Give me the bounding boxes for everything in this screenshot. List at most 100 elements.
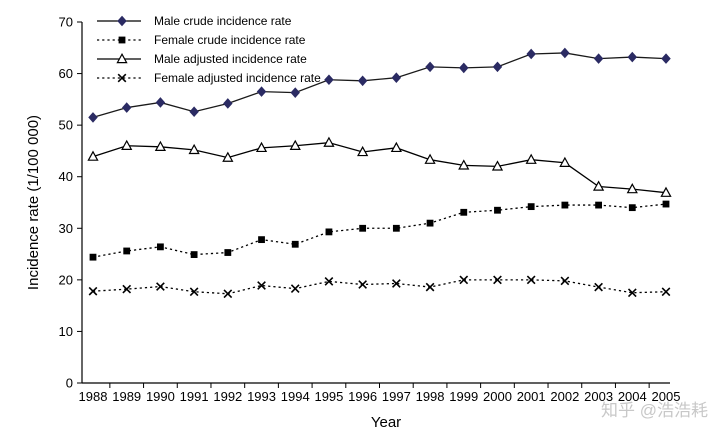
triangle-point (458, 159, 470, 170)
x-point (594, 282, 603, 292)
x-point (88, 286, 98, 296)
square-point (527, 203, 535, 211)
square-point (494, 206, 501, 214)
x-point (223, 289, 233, 299)
x-tick-label: 2004 (618, 389, 647, 404)
square-point (123, 247, 131, 255)
legend-label: Male adjusted incidence rate (154, 52, 307, 66)
watermark-text: 知乎 @浩浩耗 (601, 401, 708, 420)
x-point-stroke (189, 287, 199, 297)
triangle-point (390, 141, 402, 153)
square-point (258, 236, 265, 244)
triangle-point (559, 156, 571, 167)
x-tick-label: 1997 (382, 389, 411, 404)
square-point (325, 228, 333, 236)
triangle-point (222, 151, 234, 162)
diamond-point (492, 61, 503, 73)
x-point-stroke (391, 279, 401, 288)
triangle-point (626, 183, 638, 194)
diamond-point (357, 75, 368, 87)
legend-item: Female crude incidence rate (97, 33, 306, 47)
triangle-point (154, 140, 167, 152)
x-tick-label: 2002 (550, 389, 579, 404)
legend: Male crude incidence rate Female crude in… (97, 14, 321, 85)
triangle-point (323, 136, 335, 147)
diamond-point (117, 15, 127, 27)
y-tick-label: 50 (59, 118, 73, 133)
x-point-stroke (117, 73, 127, 83)
diamond-point (459, 62, 469, 74)
x-point-stroke (290, 284, 300, 293)
square-point (359, 224, 367, 232)
x-tick-label: 1991 (180, 389, 209, 404)
x-point-stroke (425, 282, 435, 292)
x-point-stroke (156, 282, 165, 291)
x-point-stroke (223, 289, 233, 299)
x-point (358, 280, 368, 289)
x-point (122, 284, 132, 294)
x-tick-label: 1990 (146, 389, 175, 404)
diamond-point (290, 87, 300, 98)
axes: 0 10 20 30 40 50 60 70 1988 1989 1990 1991 1992 1993 1… (59, 15, 681, 405)
x-point (493, 275, 502, 285)
series-line (92, 142, 667, 194)
square-point (392, 224, 400, 232)
x-tick-label: 1988 (79, 389, 108, 404)
x-tick-label: 1993 (247, 389, 276, 404)
x-point (526, 275, 536, 285)
diamond-point (391, 72, 402, 83)
x-point (324, 277, 334, 286)
x-tick-label: 1989 (112, 389, 141, 404)
square-point (118, 36, 126, 44)
diamond-point (593, 53, 604, 64)
y-tick-label: 20 (59, 272, 73, 287)
diamond-point (155, 97, 166, 108)
triangle-point (525, 153, 537, 164)
legend-item: Female adjusted incidence rate (97, 71, 321, 85)
triangle-point (660, 186, 672, 197)
series-3 (88, 275, 671, 299)
triangle-point (121, 139, 133, 150)
legend-label: Female adjusted incidence rate (154, 71, 321, 85)
triangle-point (87, 150, 99, 161)
square-point (561, 201, 569, 209)
x-point-stroke (493, 275, 502, 285)
x-point (661, 287, 671, 297)
series-line (92, 203, 667, 258)
x-point-stroke (459, 275, 469, 285)
y-tick-label: 10 (59, 324, 73, 339)
x-tick-label: 2005 (652, 389, 681, 404)
diamond-point (627, 51, 638, 63)
x-point-stroke (122, 284, 132, 294)
square-point (460, 208, 468, 216)
diamond-point (189, 106, 199, 118)
series-line (92, 279, 667, 295)
triangle-point (116, 52, 128, 64)
x-tick-label: 1992 (213, 389, 242, 404)
triangle-point (289, 139, 301, 150)
y-tick-label: 70 (59, 15, 73, 30)
x-point (391, 279, 401, 288)
legend-item: Male adjusted incidence rate (97, 52, 307, 66)
x-point-stroke (560, 276, 570, 286)
diamond-point (425, 61, 435, 73)
series-layer (87, 47, 672, 299)
y-tick-label: 0 (66, 376, 73, 391)
x-point (189, 287, 199, 297)
x-tick-label: 1994 (281, 389, 310, 404)
x-tick-label: 1996 (348, 389, 377, 404)
diamond-point (324, 74, 334, 86)
diamond-point (256, 86, 267, 97)
triangle-point (357, 145, 369, 157)
x-point (459, 275, 469, 285)
diamond-point (88, 112, 98, 123)
x-point-stroke (324, 277, 334, 286)
x-tick-label: 2000 (483, 389, 512, 404)
x-point (156, 282, 165, 291)
diamond-point (223, 98, 233, 109)
x-point-stroke (257, 281, 266, 290)
y-axis-title: Incidence rate (1/100 000) (25, 115, 42, 290)
x-tick-label: 1999 (449, 389, 478, 404)
square-point (190, 251, 198, 258)
